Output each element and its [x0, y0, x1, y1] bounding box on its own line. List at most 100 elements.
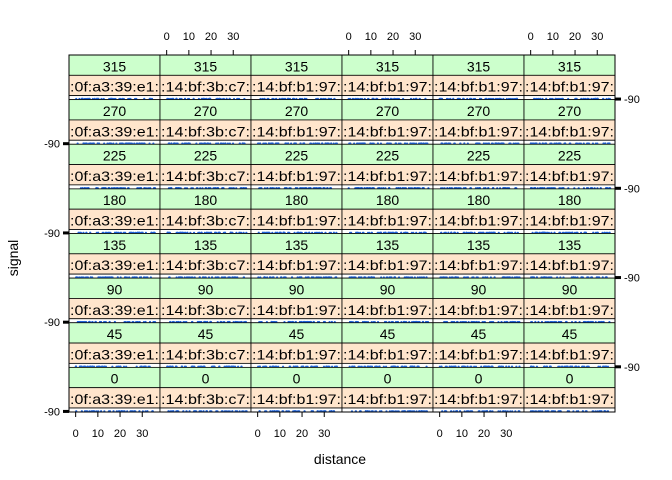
x-tick-label: 30 [500, 428, 512, 440]
angle-strip-label: 225 [558, 148, 582, 164]
y-axis-title: signal [5, 240, 21, 277]
x-tick-label: 0 [164, 31, 170, 43]
mac-strip-label: :14:bf:b1:97: [434, 79, 523, 95]
angle-strip-label: 315 [285, 58, 309, 74]
panel: 315:14:bf:3b:c7: [159, 54, 252, 101]
angle-strip-label: 180 [194, 192, 218, 208]
panel: 225:14:bf:b1:97: [250, 143, 343, 190]
panel: 180 :14:bf:b1:97: [523, 188, 616, 234]
angle-strip-label: 180 [285, 192, 309, 208]
angle-strip-label: 90 [107, 281, 123, 297]
mac-strip-label: :0f:a3:39:e1: [70, 346, 159, 362]
y-tick-label: -90 [44, 317, 60, 329]
mac-strip-label: :14:bf:3b:c7: [161, 257, 250, 273]
angle-strip-label: 135 [376, 237, 400, 253]
panel: 270:0f:a3:39:e1: [68, 99, 161, 145]
panel: 180 :0f:a3:39:e1: [68, 188, 161, 234]
angle-strip-label: 180 [467, 192, 491, 208]
mac-strip-label: :14:bf:b1:97: [252, 257, 341, 273]
angle-strip-label: 270 [558, 103, 582, 119]
angle-strip-label: 90 [562, 281, 578, 297]
mac-strip-label: :14:bf:3b:c7: [161, 302, 250, 318]
angle-strip-label: 180 [103, 192, 127, 208]
mac-strip-label: :14:bf:b1:97: [252, 168, 341, 184]
mac-strip-label: :14:bf:b1:97: [252, 346, 341, 362]
mac-strip-label: :14:bf:3b:c7: [161, 391, 250, 407]
mac-strip-label: :14:bf:b1:97: [343, 168, 432, 184]
angle-strip-label: 45 [562, 326, 578, 342]
mac-strip-label: :14:bf:b1:97: [525, 213, 614, 229]
mac-strip-label: :14:bf:b1:97: [525, 168, 614, 184]
panel: 270:14:bf:3b:c7: [159, 99, 252, 145]
panel: 0:0f:a3:39:e1: [68, 366, 161, 413]
x-tick-label: 20 [296, 428, 308, 440]
angle-strip-label: 0 [384, 371, 392, 387]
mac-strip-label: :0f:a3:39:e1: [70, 213, 159, 229]
angle-strip-label: 315 [103, 58, 127, 74]
angle-strip-label: 315 [467, 58, 491, 74]
mac-strip-label: :14:bf:3b:c7: [161, 213, 250, 229]
panel: 315 :14:bf:b1:97: [250, 54, 343, 101]
angle-strip-label: 45 [107, 326, 123, 342]
mac-strip-label: :14:bf:b1:97: [343, 79, 432, 95]
panel: 45:14:bf:b1:97: [523, 322, 616, 368]
angle-strip-label: 180 [558, 192, 582, 208]
angle-strip-label: 0 [202, 371, 210, 387]
angle-strip-label: 90 [471, 281, 487, 297]
panel: 270:14:bf:b1:97: [250, 99, 343, 145]
y-tick-label: -90 [624, 94, 640, 106]
angle-strip-label: 135 [285, 237, 309, 253]
x-tick-label: 10 [547, 31, 559, 43]
panel: 0 :14:bf:b1:97: [432, 366, 525, 413]
y-tick-label: -90 [624, 183, 640, 195]
angle-strip-label: 0 [475, 371, 483, 387]
angle-strip-label: 90 [198, 281, 214, 297]
mac-strip-label: :14:bf:b1:97: [343, 391, 432, 407]
angle-strip-label: 0 [111, 371, 119, 387]
x-tick-label: 20 [478, 428, 490, 440]
angle-strip-label: 45 [289, 326, 305, 342]
mac-strip-label: :14:bf:3b:c7: [161, 79, 250, 95]
mac-strip-label: :14:bf:b1:97: [525, 79, 614, 95]
mac-strip-label: :14:bf:b1:97: [343, 123, 432, 139]
mac-strip-label: :14:bf:b1:97: [525, 391, 614, 407]
x-tick-label: 30 [409, 31, 421, 43]
angle-strip-label: 225 [194, 148, 218, 164]
angle-strip-label: 45 [380, 326, 396, 342]
mac-strip-label: :0f:a3:39:e1: [70, 257, 159, 273]
panel: 315:14:bf:b1:97: [341, 54, 434, 101]
angle-strip-label: 270 [194, 103, 218, 119]
mac-strip-label: :14:bf:3b:c7: [161, 346, 250, 362]
x-tick-label: 0 [437, 428, 443, 440]
mac-strip-label: :14:bf:3b:c7: [161, 168, 250, 184]
mac-strip-label: :14:bf:b1:97: [252, 123, 341, 139]
mac-strip-label: :14:bf:b1:97: [434, 213, 523, 229]
panel: 270:14:bf:b1:97: [432, 99, 525, 145]
panel: 225:14:bf:b1:97: [432, 143, 525, 190]
mac-strip-label: :14:bf:b1:97: [434, 391, 523, 407]
angle-strip-label: 135 [558, 237, 582, 253]
x-tick-label: 30 [136, 428, 148, 440]
panel: 90:14:bf:b1:97: [432, 277, 525, 324]
x-tick-label: 20 [569, 31, 581, 43]
panel: 90:14:bf:b1:97: [341, 277, 434, 324]
mac-strip-label: :14:bf:b1:97: [343, 346, 432, 362]
angle-strip-label: 90 [380, 281, 396, 297]
x-tick-label: 10 [456, 428, 468, 440]
panel: 90:0f:a3:39:e1: [68, 277, 161, 324]
mac-strip-label: :14:bf:b1:97: [434, 168, 523, 184]
x-tick-label: 20 [114, 428, 126, 440]
angle-strip-label: 0 [566, 371, 574, 387]
angle-strip-label: 270 [103, 103, 127, 119]
angle-strip-label: 45 [471, 326, 487, 342]
x-tick-label: 0 [528, 31, 534, 43]
mac-strip-label: :14:bf:b1:97: [252, 391, 341, 407]
panel: 315:14:bf:b1:97: [523, 54, 616, 101]
mac-strip-label: :14:bf:b1:97: [252, 79, 341, 95]
angle-strip-label: 270 [376, 103, 400, 119]
panel: 135:0f:a3:39:e1: [68, 233, 161, 279]
panel: 0 :14:bf:3b:c7: [159, 366, 252, 413]
x-tick-label: 10 [274, 428, 286, 440]
y-tick-label: -90 [624, 273, 640, 285]
angle-strip-label: 135 [467, 237, 491, 253]
